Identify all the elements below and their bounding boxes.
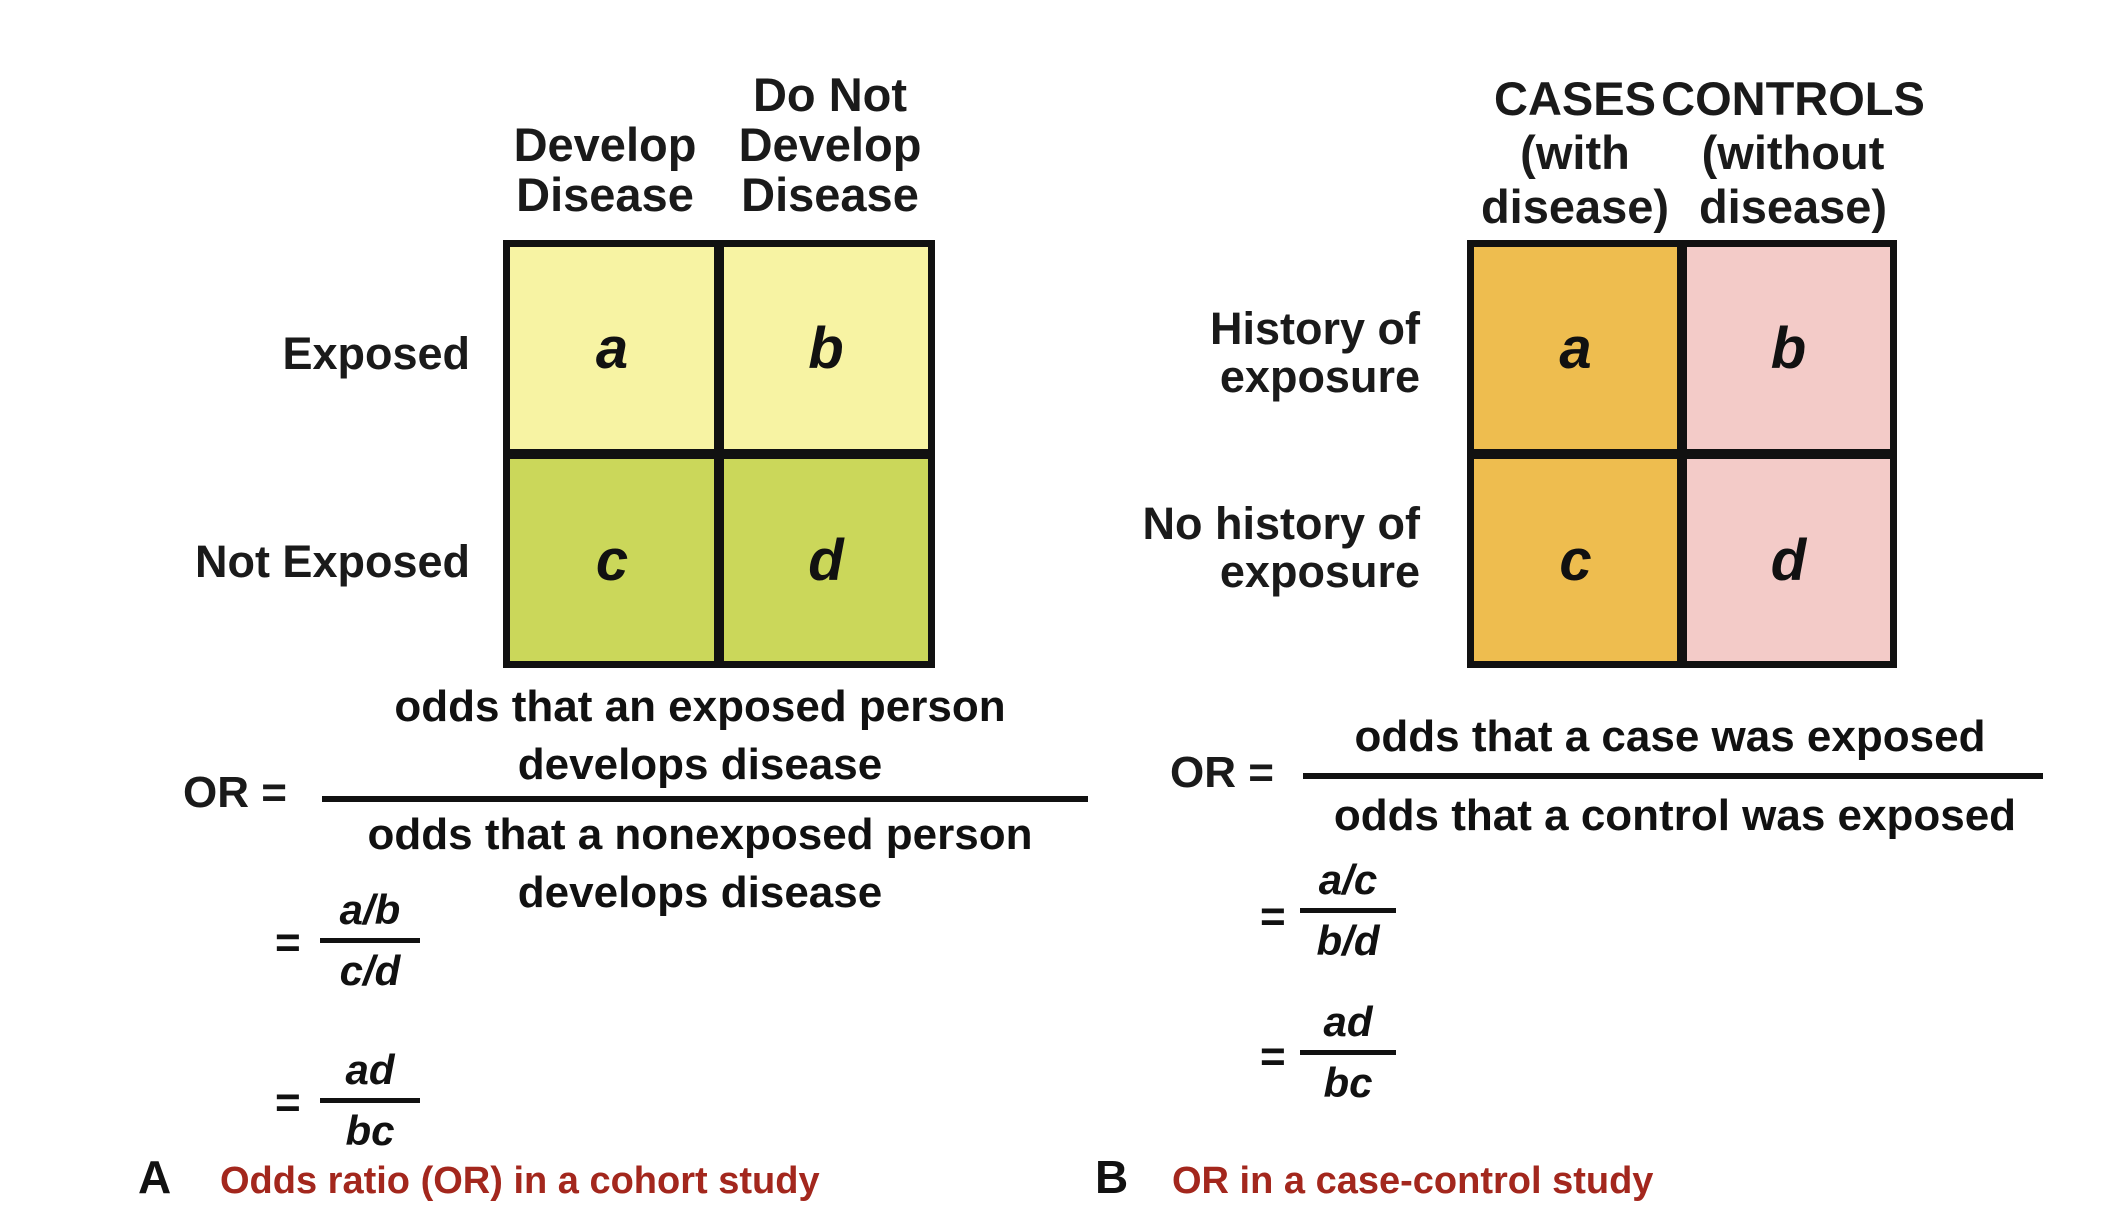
case-control-or-fraction-bar (1303, 773, 2043, 779)
panel-letter-a: A (138, 1151, 172, 1203)
cohort-or-label: OR = (183, 768, 287, 817)
case-control-row-label-exposure: History of exposure (1209, 303, 1420, 402)
case-control-eq1-numerator: a/c (1318, 856, 1378, 903)
cohort-eq1-denominator: c/d (339, 947, 401, 994)
cohort-eq1-equals: = (275, 918, 301, 967)
cohort-eq1-fraction: a/b c/d (320, 888, 420, 993)
cohort-row-label-exposed: Exposed (282, 328, 470, 379)
case-control-2x2-table: a b c d (1467, 240, 1897, 668)
cohort-cell-b: b (724, 247, 928, 449)
case-control-eq2-numerator: ad (1323, 998, 1373, 1045)
case-control-or-label: OR = (1170, 748, 1274, 797)
case-control-or-numerator: odds that a case was exposed (1354, 712, 1986, 761)
case-control-eq1-denominator: b/d (1316, 917, 1380, 964)
case-control-eq1-bar (1300, 908, 1396, 913)
cohort-eq2-fraction: ad bc (320, 1048, 420, 1153)
cohort-cell-a: a (510, 247, 714, 449)
case-control-caption: OR in a case-control study (1172, 1160, 1654, 1202)
cohort-eq2-equals: = (275, 1078, 301, 1127)
case-control-or-denominator: odds that a control was exposed (1333, 791, 2017, 840)
panel-letter-b: B (1095, 1151, 1129, 1203)
case-control-eq2-denominator: bc (1323, 1059, 1373, 1106)
case-control-cell-a: a (1474, 247, 1677, 449)
case-control-cell-d: d (1687, 459, 1890, 661)
cohort-caption: Odds ratio (OR) in a cohort study (220, 1160, 820, 1202)
case-control-eq1-fraction: a/c b/d (1300, 858, 1396, 963)
case-control-eq2-fraction: ad bc (1300, 1000, 1396, 1105)
cohort-eq1-bar (320, 938, 420, 943)
cohort-eq2-denominator: bc (345, 1107, 395, 1154)
case-control-col-header-controls: CONTROLS (without disease) (1661, 72, 1925, 233)
cohort-or-denominator: odds that a nonexposed person develops d… (367, 810, 1033, 917)
cohort-col-header-develop: Develop Disease (513, 118, 697, 221)
cohort-eq1-numerator: a/b (339, 886, 401, 933)
case-control-eq2-equals: = (1260, 1032, 1286, 1081)
cohort-or-fraction-bar (322, 796, 1088, 802)
cohort-2x2-table: a b c d (503, 240, 935, 668)
cohort-or-numerator: odds that an exposed person develops dis… (394, 682, 1006, 789)
case-control-cell-b: b (1687, 247, 1890, 449)
cohort-cell-d: d (724, 459, 928, 661)
case-control-col-header-cases: CASES (with disease) (1480, 72, 1670, 233)
cohort-eq2-bar (320, 1098, 420, 1103)
cohort-cell-c: c (510, 459, 714, 661)
cohort-eq2-numerator: ad (345, 1046, 395, 1093)
case-control-eq1-equals: = (1260, 892, 1286, 941)
cohort-row-label-not-exposed: Not Exposed (194, 536, 470, 587)
cohort-col-header-do-not-develop: Do Not Develop Disease (738, 68, 922, 221)
case-control-eq2-bar (1300, 1050, 1396, 1055)
case-control-row-label-no-exposure: No history of exposure (1142, 498, 1421, 597)
case-control-cell-c: c (1474, 459, 1677, 661)
